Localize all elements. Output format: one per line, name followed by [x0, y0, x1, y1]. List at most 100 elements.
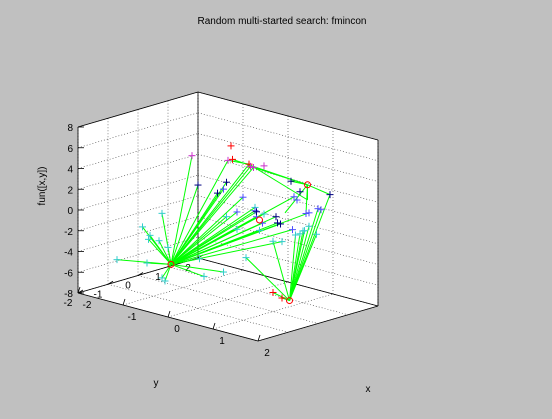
start-point-marker — [139, 223, 146, 231]
start-point-marker — [143, 259, 151, 267]
z-tick-label: -4 — [64, 248, 73, 259]
start-point-marker — [253, 208, 260, 216]
x-tick-mark — [77, 286, 81, 294]
search-path — [170, 184, 199, 265]
start-point-marker — [196, 255, 203, 263]
start-point-marker — [227, 142, 235, 150]
search-path — [305, 184, 308, 214]
grid-line-z-back — [197, 174, 379, 224]
start-point-marker — [278, 238, 286, 246]
start-point-marker — [220, 268, 227, 276]
search-path — [170, 211, 238, 265]
start-point-marker — [305, 222, 313, 230]
start-point-marker — [200, 272, 208, 280]
search-path — [170, 241, 283, 265]
start-point-marker — [326, 191, 334, 199]
search-path — [158, 240, 172, 265]
start-point-marker — [260, 210, 268, 218]
start-point-marker — [277, 220, 284, 228]
search-path — [248, 163, 308, 201]
chart-title: Random multi-started search: fmincon — [198, 16, 367, 27]
grid-line-z-back — [197, 112, 379, 162]
axis-edge — [77, 91, 199, 128]
z-tick-label: -6 — [64, 268, 73, 279]
y-tick-label: -1 — [94, 289, 103, 300]
x-tick-mark — [257, 334, 261, 342]
local-minimum-marker — [304, 181, 311, 189]
start-point-marker — [113, 256, 121, 264]
start-point-marker — [287, 177, 295, 185]
grid-line-y-floor — [137, 275, 319, 324]
start-point-marker — [290, 193, 298, 201]
z-tick-label: -8 — [64, 289, 73, 300]
start-point-marker — [301, 227, 308, 235]
start-point-marker — [214, 189, 221, 197]
search-path — [170, 229, 260, 265]
start-point-marker — [317, 206, 325, 214]
search-path — [284, 184, 308, 214]
start-point-marker — [161, 277, 169, 285]
start-point-marker — [220, 185, 227, 193]
grid-line-z-back — [197, 195, 379, 245]
start-point-marker — [278, 294, 286, 302]
start-point-marker — [296, 188, 304, 196]
start-point-marker — [233, 225, 241, 233]
start-point-marker — [256, 226, 263, 234]
search-path — [170, 155, 193, 265]
grid-line-y-floor — [167, 266, 349, 316]
start-point-marker — [272, 213, 280, 221]
start-point-marker — [260, 162, 268, 170]
x-axis-label: x — [366, 384, 371, 395]
local-minimum-marker — [256, 216, 263, 224]
x-tick-mark — [167, 310, 171, 318]
grid-line-z-back — [197, 133, 379, 182]
search-path — [289, 208, 319, 301]
start-point-marker — [239, 193, 247, 201]
y-tick-mark — [137, 272, 144, 276]
start-point-marker — [233, 208, 241, 216]
start-point-marker — [313, 230, 320, 238]
search-path — [307, 184, 331, 196]
z-tick-label: 6 — [67, 144, 73, 155]
search-path — [227, 159, 250, 165]
grid-line-z-back — [197, 216, 379, 265]
x-tick-label: -2 — [83, 300, 92, 311]
x-tick-mark — [122, 298, 126, 306]
x-tick-mark — [212, 322, 216, 330]
start-point-marker — [164, 243, 172, 251]
start-point-marker — [302, 210, 310, 218]
search-path — [146, 262, 172, 265]
start-point-marker — [289, 226, 296, 234]
search-path — [253, 166, 308, 186]
search-path — [245, 257, 290, 301]
start-point-marker — [194, 181, 202, 189]
start-point-marker — [242, 254, 250, 262]
z-tick-label: -2 — [64, 227, 73, 238]
x-tick-label: 2 — [264, 348, 270, 359]
y-tick-label: 1 — [155, 272, 161, 283]
start-point-marker — [155, 237, 163, 245]
y-tick-label: -2 — [64, 298, 73, 309]
start-point-marker — [229, 155, 236, 163]
search-path — [170, 188, 224, 265]
x-tick-label: 1 — [219, 336, 225, 347]
start-point-marker — [224, 156, 232, 164]
search-path — [289, 209, 322, 301]
search-paths — [116, 155, 331, 302]
start-point-marker — [293, 196, 301, 204]
start-point-marker — [251, 207, 259, 215]
search-path — [170, 196, 244, 265]
search-path — [170, 160, 229, 265]
search-path — [170, 216, 257, 265]
z-tick-label: 0 — [67, 206, 73, 217]
start-point-marker — [158, 274, 166, 282]
search-path — [170, 263, 224, 273]
search-path — [149, 235, 172, 265]
search-path — [289, 234, 296, 301]
y-tick-mark — [77, 289, 84, 294]
search-path — [289, 230, 305, 301]
start-point-marker — [223, 178, 230, 186]
